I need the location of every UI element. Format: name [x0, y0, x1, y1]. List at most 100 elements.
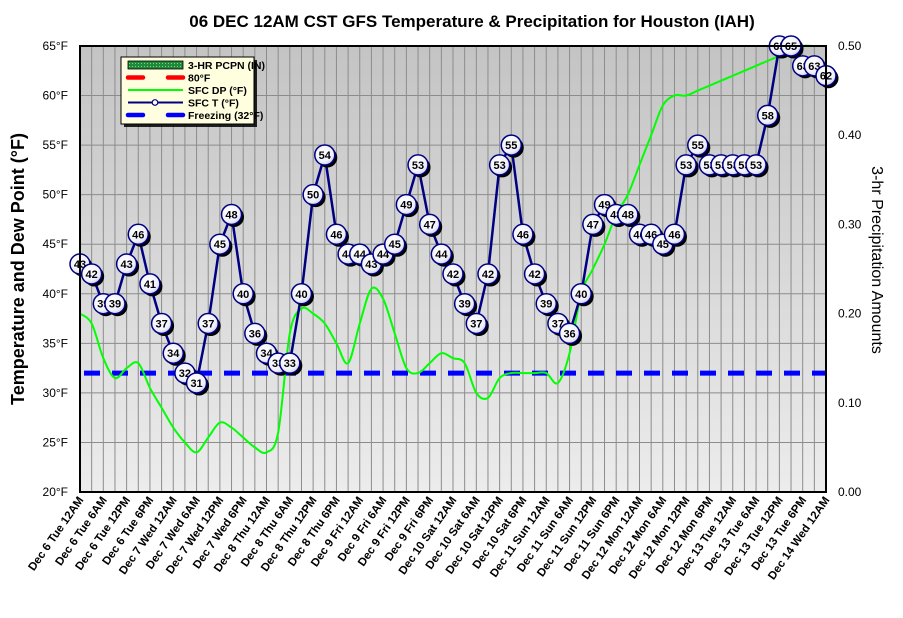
temperature-point: 53	[745, 154, 769, 178]
temperature-point-label: 31	[190, 378, 202, 390]
y-axis-ticks: 20°F 25°F 30°F 35°F 40°F 45°F 50°F 55°F 60°F 65°F	[43, 39, 68, 499]
temperature-point-marker	[558, 322, 581, 345]
temperature-point-marker	[139, 273, 161, 295]
temperature-point-marker	[745, 154, 767, 176]
temperature-point-label: 37	[202, 319, 214, 331]
temperature-point-label: 47	[424, 219, 436, 231]
temperature-point-label: 44	[377, 249, 390, 261]
dewpoint-line	[79, 44, 826, 454]
y2-tick-label: 0.40	[838, 128, 862, 142]
temperature-point-label: 42	[482, 269, 494, 281]
temperature-point-marker	[302, 183, 324, 206]
temperature-point: 42	[523, 263, 548, 287]
y-tick-label: 50°F	[43, 188, 68, 202]
y2-axis-ticks: 0.00 0.10 0.20 0.30 0.40 0.50	[838, 39, 862, 499]
temperature-point: 46	[325, 223, 349, 247]
temperature-point-marker	[325, 223, 348, 246]
temperature-point-label: 45	[214, 239, 226, 251]
temperature-point-label: 33	[284, 358, 296, 370]
temperature-point: 40	[290, 283, 314, 307]
temperature-point-marker	[523, 263, 546, 285]
temperature-point-label: 55	[692, 140, 704, 152]
temperature-point-label: 50	[307, 190, 319, 202]
temperature-point-label: 36	[563, 328, 575, 340]
temperature-point: 42	[442, 263, 466, 287]
temperature-point-label: 42	[528, 269, 540, 281]
temperature-point: 39	[453, 292, 478, 317]
legend-label: 80°F	[188, 73, 211, 85]
temperature-point-label: 46	[132, 229, 144, 241]
legend-label: SFC DP (°F)	[188, 85, 247, 97]
temperature-point-marker	[675, 154, 697, 176]
temperature-point: 37	[197, 312, 221, 337]
temperature-point-marker	[756, 104, 779, 127]
temperature-point: 58	[756, 104, 781, 128]
y-tick-label: 35°F	[43, 336, 68, 350]
temperature-point-marker	[395, 193, 418, 216]
temperature-point-marker	[663, 223, 686, 246]
temperature-point: 47	[418, 213, 443, 237]
temperature-point: 41	[139, 273, 163, 297]
plot-frame	[79, 45, 827, 493]
temperature-point-marker	[185, 372, 208, 394]
temperature-point-label: 46	[330, 229, 342, 241]
temperature-point: 48	[617, 203, 641, 227]
temperature-point-label: 46	[668, 229, 680, 241]
legend-label: 3-HR PCPN (IN)	[188, 60, 265, 72]
temperature-point: 39	[535, 292, 559, 317]
temperature-point-label: 53	[412, 160, 424, 172]
legend-swatch-bar	[127, 60, 184, 70]
temperature-point: 53	[407, 154, 431, 178]
temperature-point-label: 43	[121, 259, 133, 271]
temperature-point-label: 37	[155, 319, 167, 331]
temperature-point-marker	[104, 292, 126, 315]
temperature-point-marker	[279, 352, 301, 374]
temperature-point: 42	[477, 263, 501, 287]
temperature-point-label: 45	[389, 239, 401, 251]
temperature-point-label: 47	[587, 219, 599, 231]
temperature-point: 49	[395, 193, 419, 218]
temperature-point-marker	[80, 263, 103, 285]
temperature-point-marker	[465, 312, 488, 335]
temperature-point-label: 46	[517, 229, 529, 241]
temperature-point-label: 37	[470, 319, 482, 331]
temperature-point-marker	[512, 223, 534, 246]
temperature-point: 39	[104, 292, 128, 317]
legend-label: SFC T (°F)	[188, 98, 239, 110]
temperature-point: 46	[512, 223, 536, 247]
temperature-point: 46	[640, 223, 664, 247]
y2-tick-label: 0.00	[838, 485, 862, 499]
y2-axis-label: 3-hr Precipitation Amounts	[868, 166, 885, 354]
temperature-point: 36	[558, 322, 583, 346]
temperature-point-label: 48	[225, 209, 237, 221]
temperature-point: 46	[127, 223, 151, 247]
y-tick-label: 40°F	[43, 287, 68, 301]
temperature-point: 42	[80, 263, 105, 287]
temperature-point: 46	[663, 223, 687, 247]
temperature-point-marker	[488, 154, 511, 176]
temperature-point: 44	[430, 243, 454, 267]
temperature-point-marker	[582, 213, 604, 236]
temperature-point: 33	[279, 352, 303, 376]
temperature-point-marker	[535, 292, 557, 315]
temperature-point: 45	[383, 233, 408, 257]
temperature-point-marker	[500, 134, 523, 156]
legend-item: SFC DP (°F)	[128, 85, 247, 97]
y-tick-label: 45°F	[43, 237, 68, 251]
temperature-point-label: 42	[86, 269, 98, 281]
temperature-point-marker	[209, 233, 231, 255]
legend-swatch-marker	[151, 99, 159, 106]
temperature-point: 55	[687, 134, 711, 158]
temperature-point-marker	[150, 312, 173, 335]
temperature-point: 47	[582, 213, 606, 237]
temperature-point-label: 39	[540, 299, 552, 311]
temperature-point-label: 45	[657, 239, 669, 251]
temperature-point: 48	[220, 203, 245, 227]
temperature-point-marker	[220, 203, 243, 226]
y2-tick-label: 0.20	[838, 307, 862, 321]
temperature-point-marker	[617, 203, 639, 226]
temperature-point: 37	[465, 312, 489, 337]
y2-tick-label: 0.30	[838, 217, 862, 231]
temperature-point-marker	[115, 253, 138, 275]
